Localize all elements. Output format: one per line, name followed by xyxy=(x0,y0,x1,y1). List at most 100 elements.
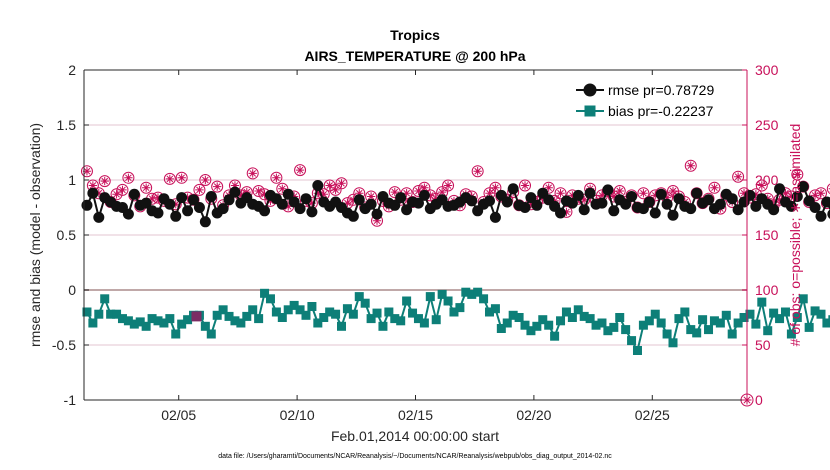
bias-point xyxy=(508,310,518,320)
obs-possible-point xyxy=(276,182,289,195)
bias-point xyxy=(573,305,583,315)
obs-possible-point xyxy=(163,172,176,185)
rmse-point xyxy=(714,198,726,210)
obs-assimilated-point xyxy=(668,186,678,196)
bias-point xyxy=(473,287,483,297)
obs-assimilated-point xyxy=(124,173,133,182)
bias-point xyxy=(763,326,773,336)
obs-assimilated-point xyxy=(775,195,784,204)
rmse-point xyxy=(87,187,99,199)
obs-assimilated-point xyxy=(266,196,275,206)
rmse-point xyxy=(501,196,513,208)
rmse-point xyxy=(176,192,188,204)
bias-point xyxy=(396,316,406,326)
obs-assimilated-point xyxy=(639,189,648,198)
data-file-footer: data file: /Users/gharamti/Documents/NCA… xyxy=(218,453,612,460)
rmse-point xyxy=(229,186,241,198)
obs-possible-point xyxy=(211,180,224,193)
obs-assimilated-point xyxy=(520,181,530,190)
bias-point xyxy=(449,307,459,317)
bias-point xyxy=(283,305,293,315)
rmse-point xyxy=(519,202,531,213)
rmse-point xyxy=(584,187,596,199)
rmse-point xyxy=(649,207,661,219)
bias-point xyxy=(378,321,388,331)
obs-assimilated-point xyxy=(94,189,103,198)
obs-assimilated-point xyxy=(289,192,299,201)
obs-assimilated-point xyxy=(550,196,559,206)
obs-possible-point xyxy=(122,171,135,184)
rmse-point xyxy=(347,210,359,222)
rmse-point xyxy=(661,198,673,210)
rmse-point xyxy=(643,196,655,208)
obs-assimilated-point xyxy=(816,189,826,198)
obs-assimilated-point xyxy=(473,167,482,176)
rmse-point xyxy=(152,207,164,219)
y-right-tick-label: 0 xyxy=(755,392,763,408)
legend-bias-marker xyxy=(584,105,596,117)
bias-point xyxy=(307,302,317,311)
obs-assimilated-point xyxy=(260,190,269,199)
rmse-point xyxy=(596,197,608,209)
obs-assimilated-point xyxy=(331,185,340,195)
rmse-point xyxy=(122,208,134,220)
bias-point xyxy=(496,324,506,333)
bias-point xyxy=(129,319,139,329)
rmse-point xyxy=(774,183,786,195)
rmse-point xyxy=(655,188,667,200)
obs-assimilated-point xyxy=(580,195,589,204)
rmse-point xyxy=(507,183,519,195)
bias-point xyxy=(331,309,341,319)
bias-point xyxy=(177,319,187,329)
rmse-point xyxy=(732,204,744,216)
y-left-tick-label: 2 xyxy=(68,62,76,78)
y-left-tick-label: 1.5 xyxy=(57,117,77,133)
bias-point xyxy=(295,305,305,315)
bias-point xyxy=(348,309,358,319)
y-left-tick-label: 0.5 xyxy=(57,227,77,243)
bias-point xyxy=(680,307,690,317)
obs-assimilated-point xyxy=(177,173,186,182)
obs-assimilated-point xyxy=(787,192,796,201)
rmse-point xyxy=(395,192,407,204)
obs-possible-point xyxy=(175,171,188,184)
obs-assimilated-point xyxy=(485,189,494,198)
rmse-point xyxy=(667,209,679,221)
bias-point xyxy=(698,315,708,325)
obs-possible-point xyxy=(335,177,348,190)
rmse-point xyxy=(81,199,93,211)
bias-point xyxy=(668,338,678,348)
obs-possible-point xyxy=(442,179,455,192)
rmse-point xyxy=(797,181,809,193)
obs-possible-point xyxy=(329,183,342,196)
bias-point xyxy=(467,289,477,299)
bias-point xyxy=(609,322,619,332)
bias-point xyxy=(366,314,376,324)
rmse-point xyxy=(312,180,324,191)
obs-possible-point xyxy=(637,187,650,200)
bias-point xyxy=(727,329,737,339)
obs-assimilated-point xyxy=(372,216,382,225)
bias-point xyxy=(544,320,554,330)
bias-point xyxy=(224,311,234,321)
obs-assimilated-point xyxy=(526,200,536,209)
rmse-point xyxy=(685,203,697,215)
rmse-point xyxy=(750,200,762,212)
bias-point xyxy=(455,303,465,313)
obs-assimilated-point xyxy=(609,192,619,201)
y-right-tick-label: 250 xyxy=(755,117,779,133)
y-right-tick-label: 200 xyxy=(755,172,779,188)
x-tick-label: 02/25 xyxy=(635,407,670,423)
bias-point xyxy=(686,325,696,335)
obs-assimilated-point xyxy=(432,194,441,203)
bias-point xyxy=(141,321,151,331)
bias-point xyxy=(408,308,418,318)
rmse-point xyxy=(371,208,383,220)
rmse-point xyxy=(294,203,306,215)
bias-point xyxy=(94,309,104,319)
bias-point xyxy=(117,314,127,324)
rmse-point xyxy=(182,205,194,217)
bias-point xyxy=(390,314,400,324)
bias-point xyxy=(147,314,157,324)
bias-point xyxy=(550,331,560,341)
